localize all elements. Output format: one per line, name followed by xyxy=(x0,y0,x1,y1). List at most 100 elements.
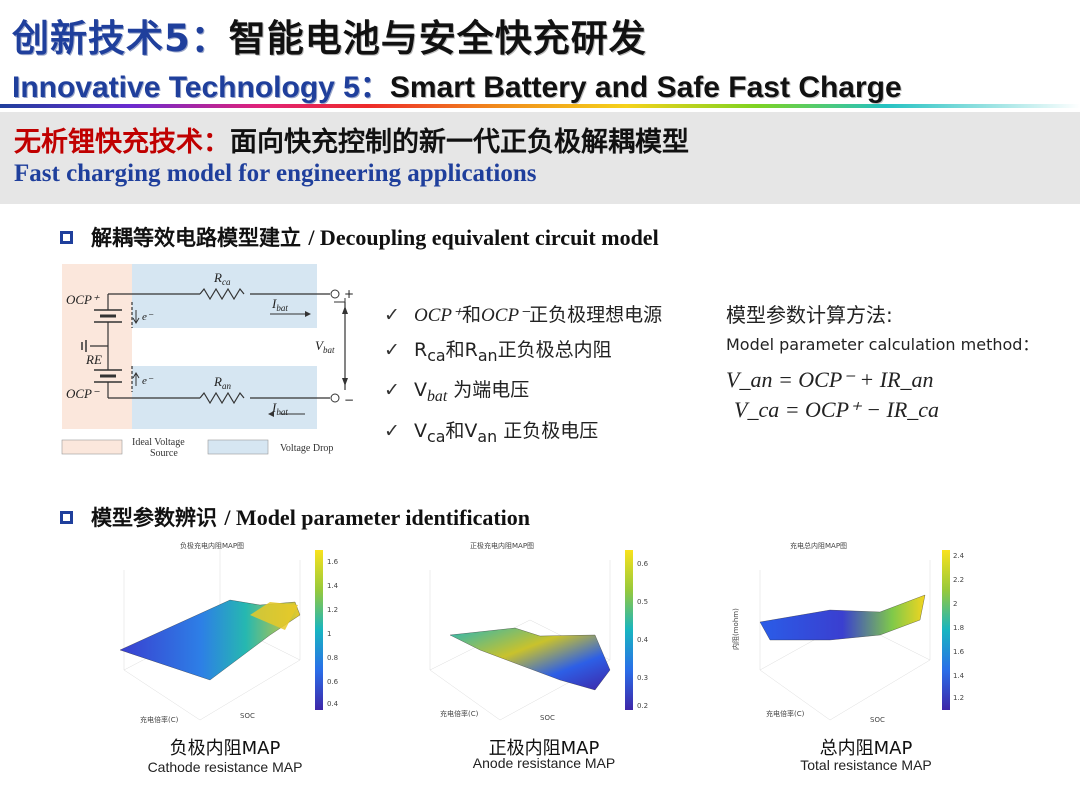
electron-label-top: e⁻ xyxy=(142,311,154,323)
title-en-blue: Innovative Technology 5： xyxy=(12,71,390,104)
title-en-black: Smart Battery and Safe Fast Charge xyxy=(389,71,902,104)
section-heading-identification: 模型参数辨识 / Model parameter identification xyxy=(60,502,530,532)
section-heading-circuit: 解耦等效电路模型建立 / Decoupling equivalent circu… xyxy=(60,222,659,252)
legend-ideal-swatch xyxy=(61,439,123,455)
colorbar xyxy=(942,550,950,710)
check-icon: ✓ xyxy=(384,339,400,361)
ibat-arrow-bottom-icon xyxy=(268,411,274,417)
colorbar-tick: 0.6 xyxy=(327,678,339,686)
cathode-map-caption-cn: 负极内阻MAP xyxy=(169,738,281,759)
colorbar-tick: 0.4 xyxy=(637,636,649,644)
banner-cn-red: 无析锂快充技术： xyxy=(14,127,230,158)
vbat-arrow-down-icon xyxy=(342,378,348,386)
colorbar-tick: 1.6 xyxy=(327,558,339,566)
colorbar-tick: 0.8 xyxy=(327,654,338,662)
title-cn-black: 智能电池与安全快充研发 xyxy=(228,17,647,60)
colorbar-tick: 1.2 xyxy=(953,694,964,702)
x-axis-label: SOC xyxy=(240,712,255,720)
colorbar-tick: 1.6 xyxy=(953,648,965,656)
colorbar-tick: 1.8 xyxy=(953,624,964,632)
colorbar-tick: 0.2 xyxy=(637,702,648,710)
total-map-caption-en: Total resistance MAP xyxy=(800,757,932,773)
rainbow-divider xyxy=(0,104,1080,108)
ocp-minus-label: OCP⁻ xyxy=(66,386,100,401)
z-axis-label: 内阻(mohm) xyxy=(731,608,740,650)
resistor-ca-icon xyxy=(199,287,245,301)
banner-title-cn: 无析锂快充技术：面向快充控制的新一代正负极解耦模型 xyxy=(14,120,689,159)
page-title-cn: 创新技术5：智能电池与安全快充研发 xyxy=(12,8,647,62)
definition-item: ✓ OCP⁺和OCP⁻正负极理想电源 xyxy=(384,298,662,333)
electron-arrow-up-icon xyxy=(132,372,140,386)
ibat-label-top: Ibat xyxy=(271,296,288,313)
colorbar-tick: 2.4 xyxy=(953,552,965,560)
section2-en: / Model parameter identification xyxy=(224,505,531,530)
colorbar-tick: 1.2 xyxy=(327,606,338,614)
page-title-en: Innovative Technology 5：Smart Battery an… xyxy=(12,62,902,106)
surface-mesh xyxy=(759,594,926,641)
banner-cn-black: 面向快充控制的新一代正负极解耦模型 xyxy=(230,127,689,158)
definition-list: ✓ OCP⁺和OCP⁻正负极理想电源 ✓ Rca和Ran正负极总内阻 ✓ Vbat 为… xyxy=(384,298,662,453)
colorbar-tick: 1.4 xyxy=(327,582,339,590)
colorbar-tick: 1 xyxy=(327,630,331,638)
colorbar-tick: 0.3 xyxy=(637,674,648,682)
anode-map-caption-cn: 正极内阻MAP xyxy=(488,738,600,759)
square-bullet-icon xyxy=(60,511,73,524)
colorbar xyxy=(315,550,323,710)
surface-mesh xyxy=(449,627,611,691)
colorbar-tick: 1.4 xyxy=(953,672,965,680)
vbat-label: Vbat xyxy=(315,338,335,355)
check-icon: ✓ xyxy=(384,304,400,326)
ocp-plus-label: OCP⁺ xyxy=(66,292,100,307)
ibat-arrow-top-icon xyxy=(305,311,311,317)
check-icon: ✓ xyxy=(384,378,400,401)
colorbar-tick: 2 xyxy=(953,600,957,608)
colorbar-tick: 0.4 xyxy=(327,700,339,708)
equation-van: V_an = OCP⁻ + IR_an xyxy=(726,367,934,392)
plot-title: 正极充电内阻MAP图 xyxy=(470,541,534,550)
equation-vca: V_ca = OCP⁺ − IR_ca xyxy=(734,397,940,422)
equivalent-circuit-diagram: OCP⁺ OCP⁻ RE e⁻ e⁻ Rca Ran Ibat Ibat Vba… xyxy=(61,264,354,459)
square-bullet-icon xyxy=(60,231,73,244)
r-ca-label: Rca xyxy=(213,270,231,287)
anode-map-caption-en: Anode resistance MAP xyxy=(472,755,616,771)
voltage-drop-region-top xyxy=(132,264,317,328)
vbat-arrow-up-icon xyxy=(342,306,348,314)
surface-highlight xyxy=(250,602,298,630)
re-label: RE xyxy=(85,352,102,367)
cathode-resistance-surface-plot: 负极充电内阻MAP图 1.6 1.4 1.2 1 0.8 0.6 0.4 SOC… xyxy=(119,540,339,724)
definition-item: ✓ Rca和Ran正负极总内阻 xyxy=(384,333,662,373)
x-axis-label: SOC xyxy=(870,716,885,724)
y-axis-label: 充电倍率(C) xyxy=(766,709,805,718)
r-an-label: Ran xyxy=(213,374,231,391)
minus-sign: − xyxy=(344,393,354,407)
total-map-caption-cn: 总内阻MAP xyxy=(819,738,913,759)
anode-resistance-surface-plot: 正极充电内阻MAP图 0.6 0.5 0.4 0.3 0.2 SOC 充电倍率(… xyxy=(429,541,649,722)
section2-cn: 模型参数辨识 xyxy=(91,506,217,530)
method-title-en: Model parameter calculation method： xyxy=(726,335,1039,354)
colorbar xyxy=(625,550,633,710)
colorbar-tick: 0.5 xyxy=(637,598,648,606)
surface-mesh xyxy=(119,599,301,681)
plot-title: 充电总内阻MAP图 xyxy=(790,541,847,550)
y-axis-label: 充电倍率(C) xyxy=(140,715,179,724)
banner-title-en: Fast charging model for engineering appl… xyxy=(14,160,537,187)
section1-en: / Decoupling equivalent circuit model xyxy=(308,225,659,250)
plus-sign: + xyxy=(344,287,354,301)
method-title-cn: 模型参数计算方法: xyxy=(726,303,893,327)
y-axis-label: 充电倍率(C) xyxy=(440,709,479,718)
terminal-plus-icon xyxy=(330,289,340,299)
plot-title: 负极充电内阻MAP图 xyxy=(180,541,244,550)
electron-label-bottom: e⁻ xyxy=(142,375,154,387)
resistor-an-icon xyxy=(199,391,245,405)
calculation-method: 模型参数计算方法: Model parameter calculation me… xyxy=(726,299,1038,425)
total-resistance-surface-plot: 充电总内阻MAP图 2.4 2.2 2 1.8 1.6 1.4 1.2 SOC … xyxy=(731,541,965,724)
terminal-minus-icon xyxy=(330,393,340,403)
legend-ideal-label-1: Ideal Voltage xyxy=(132,437,185,448)
x-axis-label: SOC xyxy=(540,714,555,722)
legend-drop-swatch xyxy=(207,439,269,455)
ibat-label-bottom: Ibat xyxy=(271,400,288,417)
title-cn-blue: 创新技术5： xyxy=(12,17,229,60)
check-icon: ✓ xyxy=(384,419,400,442)
colorbar-tick: 2.2 xyxy=(953,576,964,584)
legend-ideal-label-2: Source xyxy=(150,448,178,459)
